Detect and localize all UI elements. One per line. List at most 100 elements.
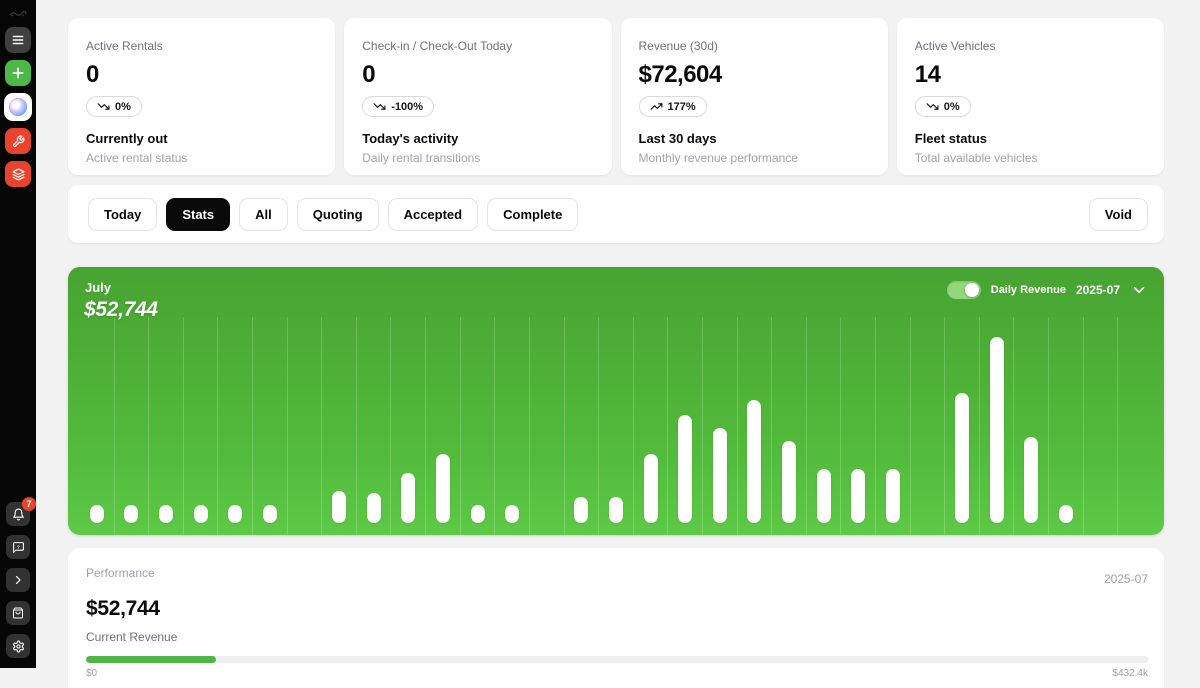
- sidebar: 7 ?: [0, 0, 36, 668]
- filter-today[interactable]: Today: [88, 197, 158, 231]
- revenue-bar-day-21[interactable]: [781, 441, 796, 523]
- filter-stats[interactable]: Stats: [166, 197, 231, 231]
- filter-all[interactable]: All: [239, 197, 288, 231]
- stat-description: Daily rental transitions: [362, 151, 481, 165]
- revenue-bar-day-10[interactable]: [401, 473, 416, 523]
- stat-subtitle: Currently out: [86, 131, 168, 146]
- toggle-label: Daily Revenue: [990, 284, 1066, 296]
- wrench-icon: [12, 134, 25, 147]
- chart-day-slot: [495, 317, 530, 535]
- performance-label: Current Revenue: [86, 630, 178, 644]
- revenue-bar-day-29[interactable]: [1058, 505, 1073, 523]
- stat-subtitle: Fleet status: [914, 131, 987, 146]
- chart-day-slot: [876, 317, 911, 535]
- revenue-bar-day-9[interactable]: [366, 493, 381, 523]
- notification-badge: 7: [22, 497, 36, 511]
- notifications-button[interactable]: 7: [6, 497, 36, 526]
- trending-down-icon: [373, 103, 386, 110]
- trending-down-icon: [97, 103, 110, 110]
- revenue-bar-day-15[interactable]: [574, 497, 589, 523]
- revenue-bar-day-11[interactable]: [435, 454, 450, 523]
- chart-day-slot: [703, 317, 738, 535]
- revenue-bar-day-5[interactable]: [228, 505, 243, 523]
- daily-revenue-chart-card: July $52,744 Daily Revenue 2025-07: [68, 267, 1164, 535]
- revenue-bar-day-1[interactable]: [89, 505, 104, 523]
- revenue-bar-day-13[interactable]: [505, 505, 520, 523]
- store-button[interactable]: [6, 601, 30, 625]
- svg-text:?: ?: [16, 544, 19, 550]
- revenue-bar-day-20[interactable]: [747, 400, 762, 523]
- revenue-bar-day-26[interactable]: [955, 393, 970, 523]
- filter-void[interactable]: Void: [1088, 197, 1148, 231]
- daily-revenue-toggle[interactable]: [946, 281, 981, 299]
- tools-button[interactable]: [5, 128, 31, 154]
- chart-day-slot: [115, 317, 150, 535]
- stat-card-active-vehicles: Active Vehicles 14 0% Fleet status Total…: [896, 18, 1164, 175]
- layers-button[interactable]: [5, 161, 31, 187]
- filter-bar: Today Stats All Quoting Accepted Complet…: [68, 185, 1164, 243]
- chat-icon: ?: [12, 541, 24, 553]
- stat-card-revenue-30d: Revenue (30d) $72,604 177% Last 30 days …: [620, 18, 888, 175]
- progress-fill: [86, 656, 216, 663]
- chart-day-slot: [599, 317, 634, 535]
- filter-quoting[interactable]: Quoting: [296, 197, 379, 231]
- layers-icon: [11, 167, 25, 181]
- toggle-knob: [964, 283, 979, 297]
- chart-day-slot: [634, 317, 669, 535]
- revenue-bar-day-23[interactable]: [851, 469, 866, 523]
- bell-icon: [12, 508, 24, 520]
- chart-day-slot: [1118, 317, 1152, 535]
- revenue-bar-day-22[interactable]: [816, 469, 831, 523]
- stat-description: Monthly revenue performance: [638, 151, 798, 165]
- expand-button[interactable]: [6, 568, 30, 592]
- chart-day-slot: [288, 317, 323, 535]
- revenue-bar-day-27[interactable]: [989, 337, 1004, 523]
- menu-button[interactable]: [5, 27, 31, 53]
- stat-value: 0: [362, 61, 376, 88]
- chart-day-slot: [357, 317, 392, 535]
- revenue-bar-day-4[interactable]: [193, 505, 208, 523]
- performance-value: $52,744: [86, 597, 160, 620]
- chart-day-slot: [322, 317, 357, 535]
- revenue-bar-day-6[interactable]: [262, 505, 277, 523]
- stat-title: Active Vehicles: [914, 39, 996, 53]
- trend-badge: 177%: [638, 96, 707, 117]
- revenue-bar-day-24[interactable]: [885, 469, 900, 523]
- revenue-bar-day-28[interactable]: [1024, 437, 1039, 523]
- revenue-bar-day-16[interactable]: [608, 497, 623, 523]
- filter-complete[interactable]: Complete: [487, 197, 579, 231]
- chart-day-slot: [149, 317, 184, 535]
- stat-card-checkin-checkout: Check-in / Check-Out Today 0 -100% Today…: [344, 18, 612, 175]
- add-button[interactable]: [5, 60, 31, 86]
- chart-controls: Daily Revenue 2025-07: [946, 281, 1148, 299]
- ai-assistant-button[interactable]: [4, 93, 32, 121]
- stat-value: 14: [914, 61, 941, 88]
- chart-day-slot: [841, 317, 877, 535]
- revenue-bar-day-12[interactable]: [470, 505, 485, 523]
- trend-badge: -100%: [362, 96, 435, 117]
- ai-assistant-icon: [9, 98, 27, 116]
- performance-title: Performance: [86, 566, 155, 580]
- progress-labels: $0 $432.4k: [86, 668, 1148, 679]
- trending-up-icon: [650, 103, 662, 110]
- revenue-bar-day-17[interactable]: [643, 454, 658, 523]
- settings-button[interactable]: [6, 634, 30, 658]
- period-dropdown[interactable]: [1130, 281, 1148, 299]
- filter-accepted[interactable]: Accepted: [387, 197, 479, 231]
- progress-max-label: $432.4k: [1112, 668, 1148, 679]
- chart-day-slot: [391, 317, 427, 535]
- revenue-bar-day-8[interactable]: [332, 491, 347, 523]
- chart-day-slot: [945, 317, 980, 535]
- chart-day-slot: [772, 317, 807, 535]
- chart-month-label: July: [85, 280, 112, 295]
- revenue-bar-day-2[interactable]: [124, 505, 139, 523]
- revenue-bar-day-3[interactable]: [159, 505, 174, 523]
- stat-title: Check-in / Check-Out Today: [362, 39, 513, 53]
- revenue-progress-track: [86, 656, 1148, 663]
- chart-day-slot: [565, 317, 600, 535]
- performance-card: Performance 2025-07 $52,744 Current Reve…: [68, 548, 1164, 688]
- revenue-bar-day-18[interactable]: [678, 415, 693, 523]
- chart-total-value: $52,744: [84, 298, 158, 321]
- chat-button[interactable]: ?: [6, 535, 30, 559]
- revenue-bar-day-19[interactable]: [712, 428, 727, 523]
